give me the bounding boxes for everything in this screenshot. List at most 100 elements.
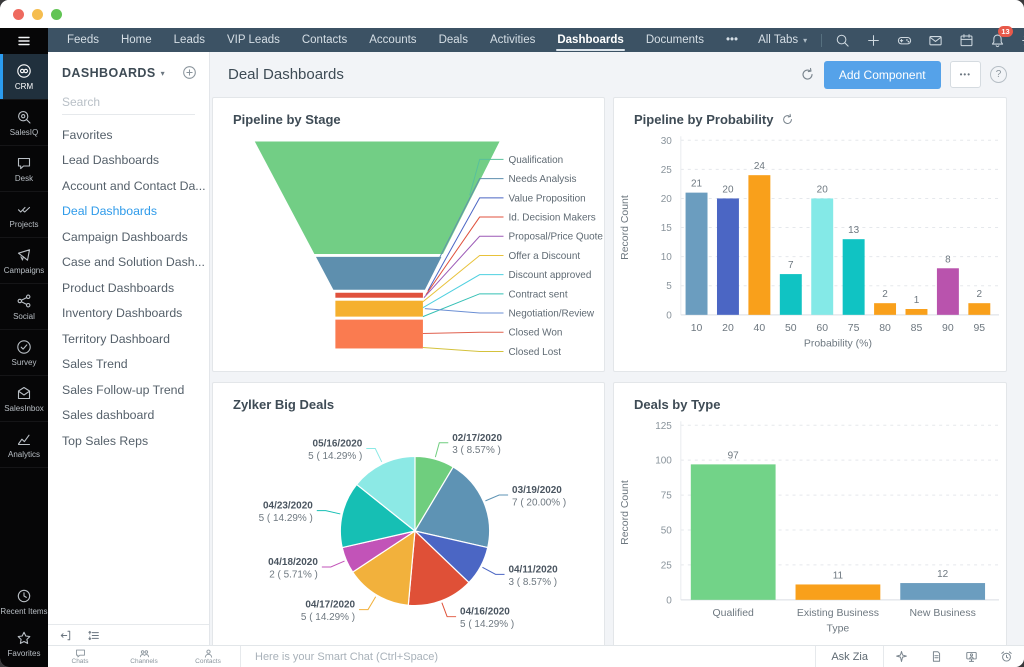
chatbar-channels-button[interactable]: Channels (112, 646, 176, 667)
list-settings-icon[interactable] (87, 629, 100, 642)
zia-button[interactable] (884, 650, 919, 663)
dashboard-list-item-case-and-solution-dash[interactable]: Case and Solution Dash... (62, 255, 205, 270)
nav-tab-activities[interactable]: Activities (489, 34, 536, 46)
dashboard-list-item-sales-dashboard[interactable]: Sales dashboard (62, 408, 155, 423)
smart-chat-input[interactable] (253, 649, 707, 664)
reminder-button[interactable] (989, 650, 1024, 663)
svg-text:50: 50 (785, 323, 797, 334)
dashboard-list-item-top-sales-reps[interactable]: Top Sales Reps (62, 433, 149, 448)
sidebar-item-salesinbox[interactable]: SalesInbox (0, 376, 48, 422)
top-navigation: Feeds Home Leads VIP Leads Contacts Accounts D… (48, 25, 1024, 52)
plus-circle-icon (183, 66, 196, 79)
list-settings-icon (88, 630, 99, 640)
chart-title: Pipeline by Probability (634, 112, 774, 127)
gamepad-button[interactable] (889, 33, 920, 48)
svg-text:Contract sent: Contract sent (508, 289, 567, 300)
nav-tab-[interactable]: ••• (725, 34, 739, 46)
svg-text:Negotiation/Review: Negotiation/Review (508, 309, 594, 320)
document-button[interactable] (919, 650, 954, 663)
nav-tab-accounts[interactable]: Accounts (369, 34, 417, 46)
sidebar-item-crm[interactable]: CRM (0, 54, 48, 100)
gamepad-icon (898, 36, 912, 44)
dashboard-list-item-product-dashboards[interactable]: Product Dashboards (62, 280, 175, 295)
dashboard-list-item-deal-dashboards[interactable]: Deal Dashboards (62, 204, 158, 219)
dashboard-list-item-campaign-dashboards[interactable]: Campaign Dashboards (62, 229, 188, 244)
nav-tabs: Feeds Home Leads VIP Leads Contacts Accounts D… (48, 28, 749, 52)
svg-text:5 ( 14.29% ): 5 ( 14.29% ) (460, 619, 514, 630)
sidebar-item-favorites[interactable]: Favorites (0, 623, 48, 665)
settings-button[interactable] (1013, 33, 1024, 48)
calendar-button[interactable] (951, 33, 982, 48)
mail-button[interactable] (920, 33, 951, 48)
card-pipeline-by-probability: Pipeline by Probability 0 5 10 15 20 25 30 21 10 2… (613, 97, 1007, 372)
nav-tab-feeds[interactable]: Feeds (67, 34, 99, 46)
dashboard-list-item-account-and-contact-da[interactable]: Account and Contact Da... (62, 178, 206, 193)
nav-tab-dashboards[interactable]: Dashboards (546, 28, 634, 52)
refresh-button[interactable] (800, 67, 815, 82)
ask-zia-button[interactable]: Ask Zia (815, 646, 884, 667)
dashboard-list-item-lead-dashboards[interactable]: Lead Dashboards (62, 153, 160, 168)
collapse-panel-icon[interactable] (59, 629, 72, 642)
chatbar-chats-button[interactable]: Chats (48, 646, 112, 667)
sidebar-item-analytics[interactable]: Analytics (0, 422, 48, 468)
search-input[interactable] (62, 90, 195, 115)
card-header: Zylker Big Deals (213, 383, 604, 412)
svg-text:21: 21 (691, 179, 703, 190)
dashboard-list-item-inventory-dashboards[interactable]: Inventory Dashboards (62, 306, 183, 321)
nav-tab-home[interactable]: Home (120, 34, 152, 46)
sidebar-item-salesiq[interactable]: SalesIQ (0, 100, 48, 146)
zoom-button[interactable] (51, 8, 62, 20)
nav-tab-deals[interactable]: Deals (438, 34, 468, 46)
sidebar-item-survey[interactable]: Survey (0, 330, 48, 376)
nav-tab-leads[interactable]: Leads (173, 34, 205, 46)
sidebar-item-label: Favorites (7, 649, 41, 658)
pipeline-by-stage-chart: Qualification Needs Analysis Value Proposi… (254, 141, 603, 358)
svg-text:25: 25 (661, 165, 673, 176)
card-header: Pipeline by Stage (213, 98, 604, 127)
svg-text:04/17/2020: 04/17/2020 (305, 600, 355, 611)
panel-chevron-down-icon[interactable]: ▾ (160, 69, 165, 78)
svg-text:0: 0 (666, 310, 672, 321)
svg-text:Proposal/Price Quote: Proposal/Price Quote (508, 232, 603, 243)
nav-tab-vip-leads[interactable]: VIP Leads (227, 34, 280, 46)
nav-tab-contacts[interactable]: Contacts (301, 34, 348, 46)
svg-text:95: 95 (973, 323, 985, 334)
dashboard-list-item-sales-follow-up-trend[interactable]: Sales Follow-up Trend (62, 382, 185, 397)
dashboard-list-item-territory-dashboard[interactable]: Territory Dashboard (62, 331, 170, 346)
all-tabs-dropdown[interactable]: All Tabs ▾ (749, 34, 816, 46)
minimize-button[interactable] (32, 8, 43, 20)
more-options-button[interactable]: ••• (949, 61, 981, 88)
close-button[interactable] (13, 8, 24, 20)
help-button[interactable]: ? (990, 66, 1007, 83)
presentation-icon (966, 651, 977, 662)
sidebar-item-campaigns[interactable]: Campaigns (0, 238, 48, 284)
dashboard-list-item-sales-trend[interactable]: Sales Trend (62, 357, 128, 372)
app-menu-button[interactable] (0, 28, 48, 54)
sidebar-item-recent-items[interactable]: Recent Items (0, 581, 48, 623)
svg-text:60: 60 (816, 323, 828, 334)
header-actions: Add Component ••• ? (800, 60, 1007, 89)
sidebar-item-projects[interactable]: Projects (0, 192, 48, 238)
card-pipeline-by-stage: Pipeline by Stage Qualification Needs Anal… (212, 97, 605, 372)
menu-icon (18, 36, 30, 46)
card-header: Deals by Type (614, 383, 1006, 412)
chatbar-contacts-button[interactable]: Contacts (176, 646, 240, 667)
svg-text:5 ( 14.29% ): 5 ( 14.29% ) (308, 451, 362, 462)
chart-refresh-button[interactable] (781, 113, 794, 126)
sidebar-item-desk[interactable]: Desk (0, 146, 48, 192)
svg-text:100: 100 (655, 456, 672, 467)
nav-tab-documents[interactable]: Documents (645, 34, 704, 46)
svg-text:20: 20 (661, 194, 673, 205)
svg-text:8: 8 (945, 254, 951, 265)
sidebar-item-social[interactable]: Social (0, 284, 48, 330)
add-component-button[interactable]: Add Component (823, 60, 941, 89)
chat-icon (75, 649, 85, 658)
bell-button[interactable]: 13 (982, 25, 1014, 48)
main-content: Deal Dashboards Add Component ••• ? Pipe… (210, 52, 1024, 645)
presentation-button[interactable] (954, 650, 989, 663)
plus-button[interactable] (858, 33, 889, 48)
dashboard-list-item-favorites[interactable]: Favorites (62, 127, 113, 142)
search-button[interactable] (827, 33, 858, 48)
app-sidebar: CRM SalesIQ Desk Projects Campaigns Social Sur… (0, 28, 48, 667)
add-dashboard-button[interactable] (182, 65, 197, 80)
